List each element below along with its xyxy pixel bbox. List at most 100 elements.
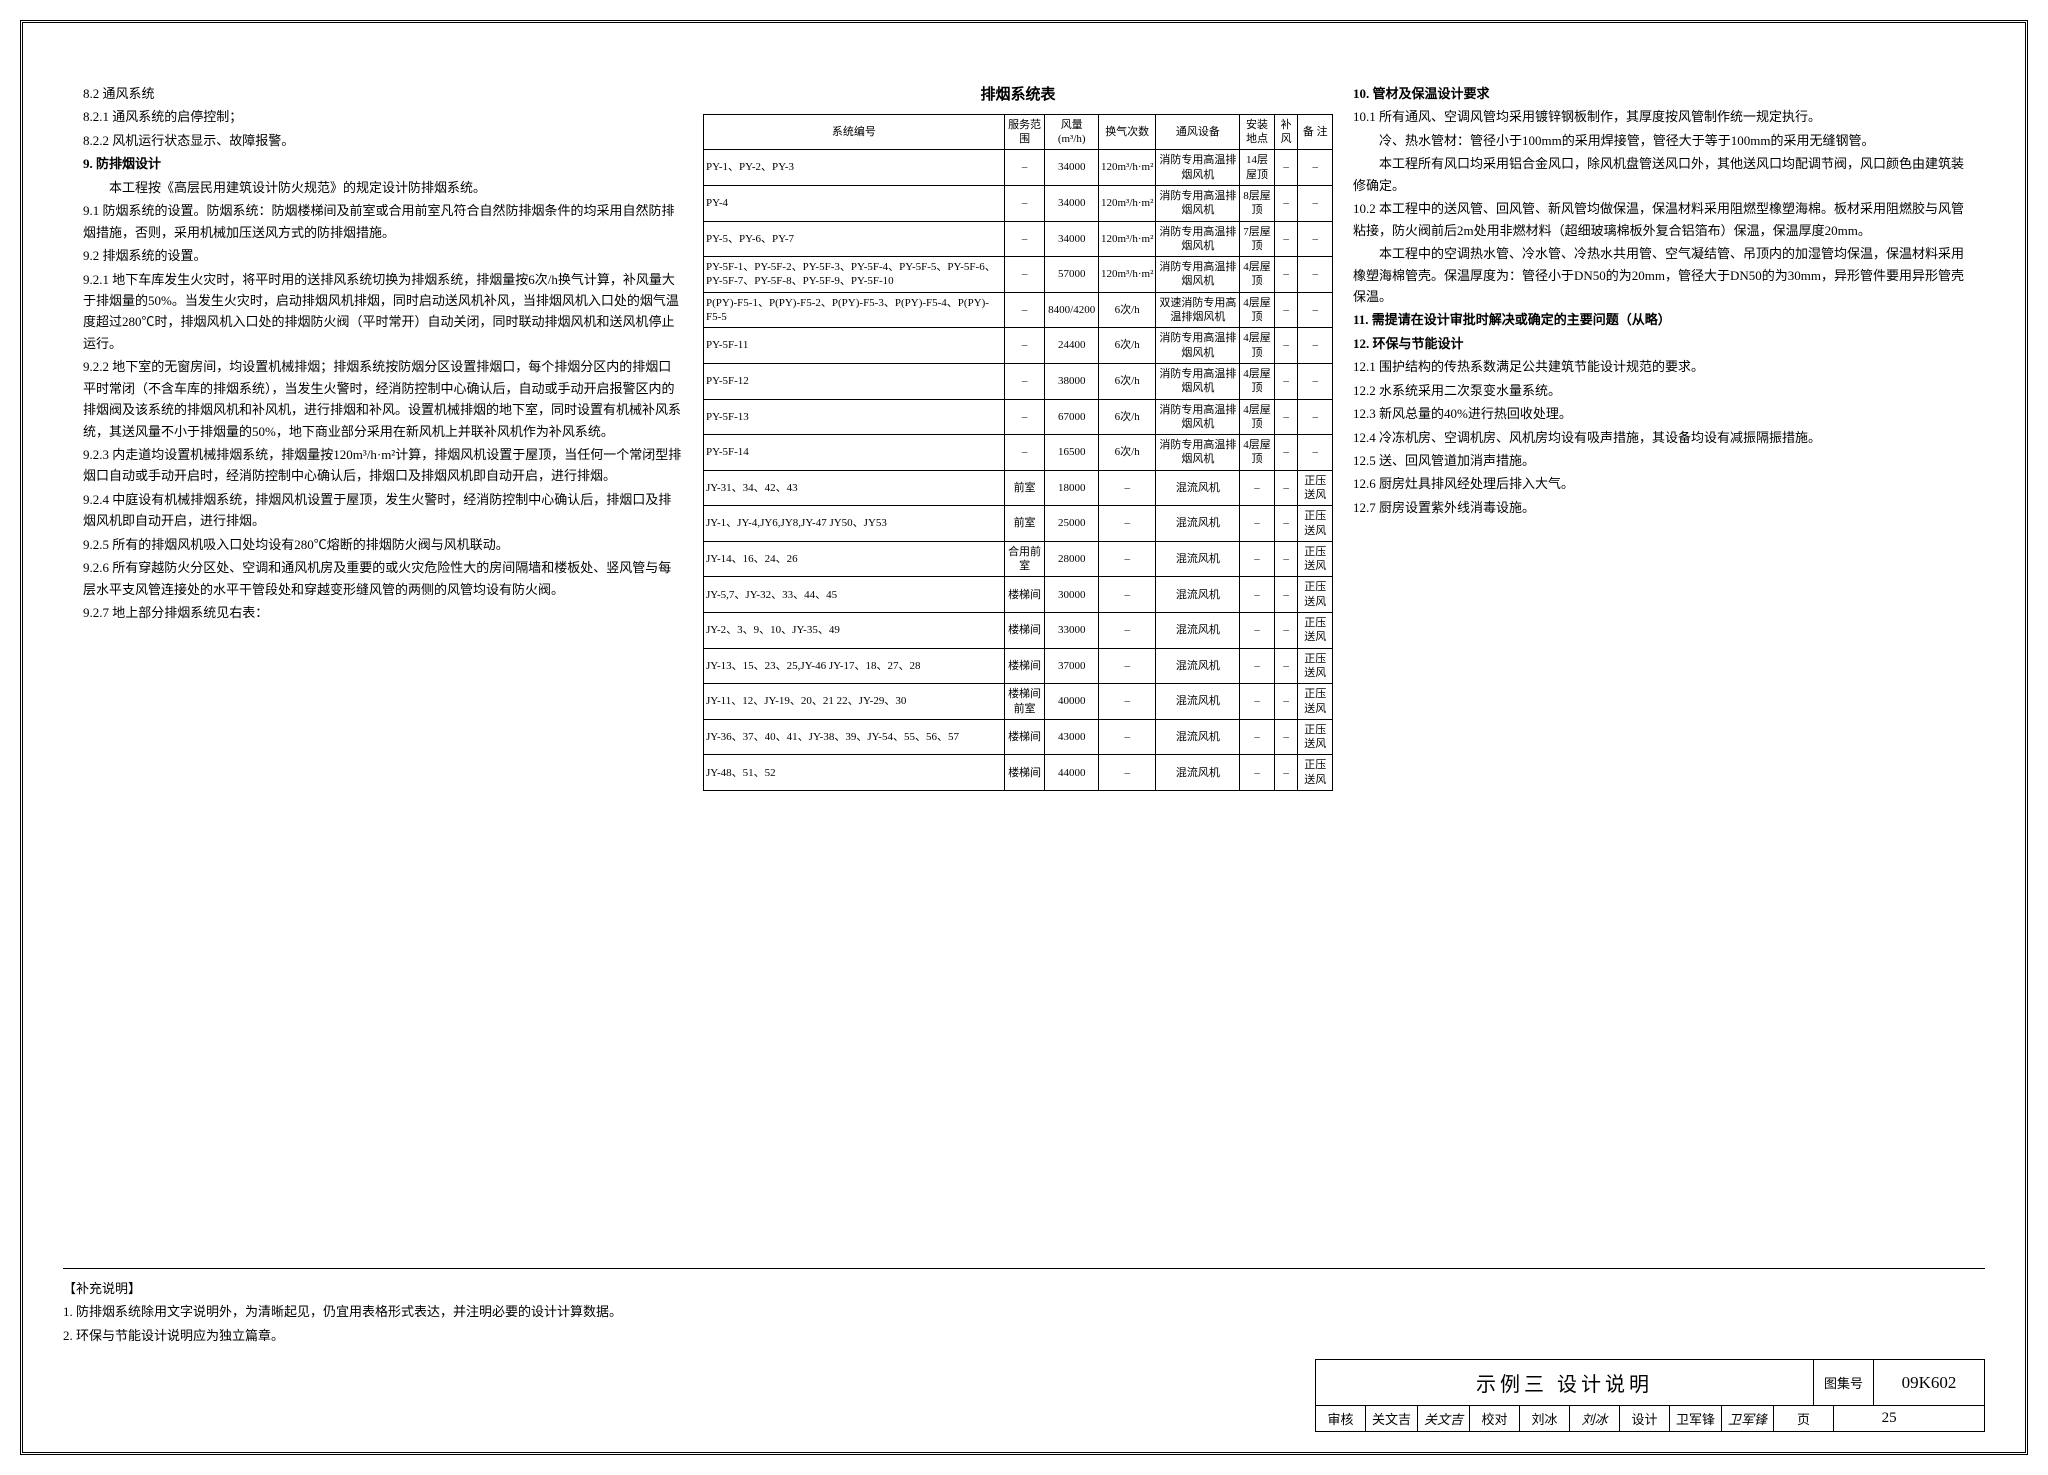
table-cell: –	[1004, 435, 1045, 471]
table-cell: 30000	[1045, 577, 1099, 613]
table-cell: JY-31、34、42、43	[704, 470, 1005, 506]
table-cell: 消防专用高温排烟风机	[1156, 399, 1240, 435]
table-cell: 34000	[1045, 150, 1099, 186]
table-cell: –	[1298, 221, 1333, 257]
table-cell: 43000	[1045, 719, 1099, 755]
supplementary-note: 【补充说明】 1. 防排烟系统除用文字说明外，为清晰起见，仍宜用表格形式表达，并…	[63, 1277, 1985, 1347]
left-text-column: 8.2 通风系统8.2.1 通风系统的启停控制；8.2.2 风机运行状态显示、故…	[83, 83, 683, 1103]
content-columns: 8.2 通风系统8.2.1 通风系统的启停控制；8.2.2 风机运行状态显示、故…	[83, 83, 1985, 1103]
table-cell: 67000	[1045, 399, 1099, 435]
table-cell: 楼梯间	[1004, 755, 1045, 791]
table-cell: 18000	[1045, 470, 1099, 506]
designer-signature: 卫军锋	[1722, 1406, 1774, 1431]
table-header-cell: 系统编号	[704, 114, 1005, 150]
table-cell: 38000	[1045, 363, 1099, 399]
table-row: JY-13、15、23、25,JY-46 JY-17、18、27、28楼梯间37…	[704, 648, 1333, 684]
table-cell: 28000	[1045, 541, 1099, 577]
proofer-name: 刘冰	[1520, 1406, 1570, 1431]
table-row: PY-5、PY-6、PY-7–34000120m³/h·m²消防专用高温排烟风机…	[704, 221, 1333, 257]
table-header-cell: 风量(m³/h)	[1045, 114, 1099, 150]
table-cell: 14层屋顶	[1240, 150, 1275, 186]
text-line: 冷、热水管材：管径小于100mm的采用焊接管，管径大于等于100mm的采用无缝钢…	[1353, 130, 1973, 151]
table-row: JY-1、JY-4,JY6,JY8,JY-47 JY50、JY53前室25000…	[704, 506, 1333, 542]
table-cell: –	[1274, 470, 1298, 506]
table-cell: –	[1240, 470, 1275, 506]
table-cell: 8400/4200	[1045, 292, 1099, 328]
table-cell: 120m³/h·m²	[1098, 221, 1155, 257]
reviewer-name: 关文吉	[1366, 1406, 1418, 1431]
table-cell: –	[1004, 221, 1045, 257]
table-row: JY-48、51、52楼梯间44000–混流风机––正压送风	[704, 755, 1333, 791]
table-row: PY-1、PY-2、PY-3–34000120m³/h·m²消防专用高温排烟风机…	[704, 150, 1333, 186]
table-header-cell: 安装地点	[1240, 114, 1275, 150]
table-cell: 24400	[1045, 328, 1099, 364]
title-block: 示例三 设计说明 图集号 09K602 审核 关文吉 关文吉 校对 刘冰 刘冰 …	[1315, 1359, 1985, 1432]
table-cell: –	[1298, 363, 1333, 399]
table-cell: 消防专用高温排烟风机	[1156, 150, 1240, 186]
text-line: 本工程按《高层民用建筑设计防火规范》的规定设计防排烟系统。	[83, 177, 683, 198]
table-row: JY-2、3、9、10、JY-35、49楼梯间33000–混流风机––正压送风	[704, 613, 1333, 649]
table-cell: –	[1098, 470, 1155, 506]
table-header-cell: 换气次数	[1098, 114, 1155, 150]
table-cell: –	[1098, 613, 1155, 649]
text-line: 12.1 围护结构的传热系数满足公共建筑节能设计规范的要求。	[1353, 356, 1973, 377]
table-cell: 正压送风	[1298, 613, 1333, 649]
text-line: 9.2.2 地下室的无窗房间，均设置机械排烟；排烟系统按防烟分区设置排烟口，每个…	[83, 356, 683, 442]
table-cell: –	[1240, 613, 1275, 649]
table-cell: 消防专用高温排烟风机	[1156, 435, 1240, 471]
text-line: 12.2 水系统采用二次泵变水量系统。	[1353, 380, 1973, 401]
page-label: 页	[1774, 1406, 1834, 1431]
table-cell: 混流风机	[1156, 470, 1240, 506]
table-cell: 57000	[1045, 257, 1099, 293]
text-line: 9.2.7 地上部分排烟系统见右表：	[83, 602, 683, 623]
table-cell: JY-11、12、JY-19、20、21 22、JY-29、30	[704, 684, 1005, 720]
table-cell: JY-14、16、24、26	[704, 541, 1005, 577]
text-line: 9.2.6 所有穿越防火分区处、空调和通风机房及重要的或火灾危险性大的房间隔墙和…	[83, 557, 683, 600]
table-cell: PY-1、PY-2、PY-3	[704, 150, 1005, 186]
table-cell: 消防专用高温排烟风机	[1156, 221, 1240, 257]
table-cell: JY-2、3、9、10、JY-35、49	[704, 613, 1005, 649]
text-line: 10.2 本工程中的送风管、回风管、新风管均做保温，保温材料采用阻燃型橡塑海棉。…	[1353, 198, 1973, 241]
table-cell: 正压送风	[1298, 684, 1333, 720]
table-cell: 混流风机	[1156, 684, 1240, 720]
table-cell: –	[1004, 185, 1045, 221]
table-cell: JY-1、JY-4,JY6,JY8,JY-47 JY50、JY53	[704, 506, 1005, 542]
table-cell: –	[1004, 328, 1045, 364]
table-cell: –	[1274, 648, 1298, 684]
footer-area: 【补充说明】 1. 防排烟系统除用文字说明外，为清晰起见，仍宜用表格形式表达，并…	[63, 1268, 1985, 1432]
table-cell: –	[1274, 435, 1298, 471]
table-cell: 前室	[1004, 470, 1045, 506]
smoke-exhaust-table: 系统编号服务范围风量(m³/h)换气次数通风设备安装地点补 风备 注 PY-1、…	[703, 114, 1333, 791]
table-title: 排烟系统表	[703, 83, 1333, 108]
text-line: 9.2.5 所有的排烟风机吸入口处均设有280℃熔断的排烟防火阀与风机联动。	[83, 534, 683, 555]
table-cell: –	[1240, 541, 1275, 577]
table-cell: 34000	[1045, 221, 1099, 257]
atlas-no: 09K602	[1874, 1360, 1984, 1405]
table-row: PY-5F-14–165006次/h消防专用高温排烟风机4层屋顶––	[704, 435, 1333, 471]
table-cell: –	[1274, 506, 1298, 542]
table-row: JY-11、12、JY-19、20、21 22、JY-29、30楼梯间前室400…	[704, 684, 1333, 720]
table-cell: 正压送风	[1298, 719, 1333, 755]
table-cell: –	[1240, 684, 1275, 720]
table-cell: 4层屋顶	[1240, 328, 1275, 364]
table-cell: PY-5F-14	[704, 435, 1005, 471]
table-cell: –	[1274, 719, 1298, 755]
table-cell: 消防专用高温排烟风机	[1156, 363, 1240, 399]
table-cell: 120m³/h·m²	[1098, 257, 1155, 293]
table-cell: –	[1274, 541, 1298, 577]
proof-label: 校对	[1470, 1406, 1520, 1431]
table-cell: –	[1004, 257, 1045, 293]
text-line: 12. 环保与节能设计	[1353, 333, 1973, 354]
designer-name: 卫军锋	[1670, 1406, 1722, 1431]
table-cell: –	[1004, 292, 1045, 328]
table-cell: 4层屋顶	[1240, 435, 1275, 471]
atlas-label: 图集号	[1814, 1360, 1874, 1405]
table-cell: –	[1274, 185, 1298, 221]
table-cell: 消防专用高温排烟风机	[1156, 185, 1240, 221]
table-cell: 正压送风	[1298, 506, 1333, 542]
table-cell: 40000	[1045, 684, 1099, 720]
table-header-cell: 备 注	[1298, 114, 1333, 150]
table-cell: 混流风机	[1156, 613, 1240, 649]
table-cell: PY-4	[704, 185, 1005, 221]
table-cell: JY-5,7、JY-32、33、44、45	[704, 577, 1005, 613]
